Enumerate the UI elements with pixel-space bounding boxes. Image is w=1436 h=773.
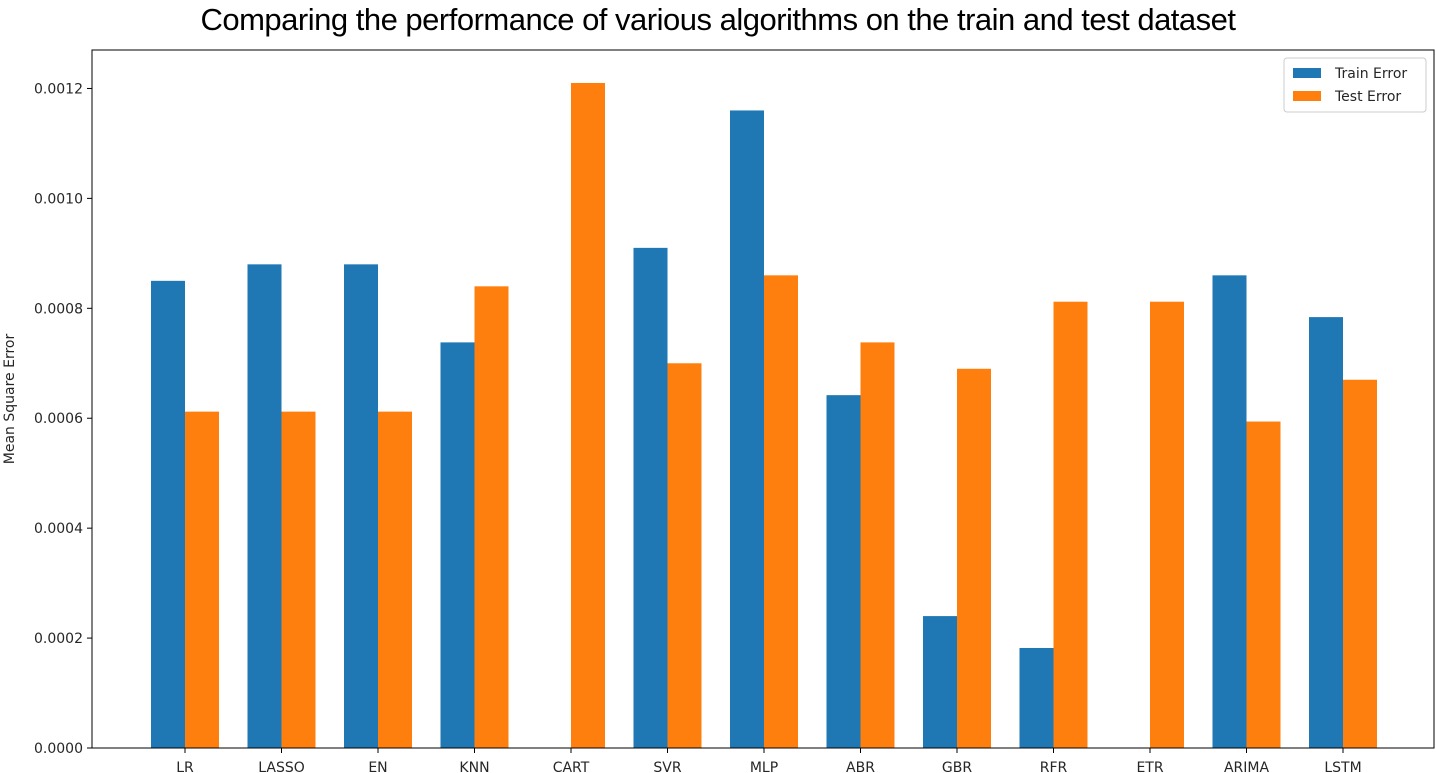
bar-test-en [378, 411, 412, 748]
bar-test-etr [1150, 301, 1184, 748]
bar-train-lstm [1309, 317, 1343, 748]
y-tick-label: 0.0008 [34, 301, 83, 317]
x-tick-label: LASSO [258, 760, 305, 773]
legend-label-test: Test Error [1334, 89, 1401, 105]
x-tick-label: LSTM [1324, 760, 1361, 773]
y-tick-label: 0.0000 [34, 741, 83, 757]
bar-train-lasso [247, 264, 282, 748]
bar-train-knn [440, 342, 475, 748]
bar-test-lr [185, 411, 219, 748]
x-tick-label: GBR [942, 760, 972, 773]
bars-layer [151, 82, 1377, 749]
bar-test-svr [667, 363, 702, 748]
bar-train-arima [1212, 275, 1247, 748]
x-tick-label: SVR [653, 760, 681, 773]
y-tick-label: 0.0004 [34, 521, 83, 537]
y-tick-label: 0.0002 [34, 631, 83, 647]
plot-frame [91, 49, 1435, 749]
y-tick-label: 0.0012 [34, 81, 83, 97]
x-tick-label: ARIMA [1224, 760, 1270, 773]
bar-test-knn [474, 286, 509, 748]
chart-title: Comparing the performance of various alg… [200, 2, 1236, 37]
bar-train-gbr [923, 616, 957, 748]
x-tick-label: ETR [1136, 760, 1163, 773]
legend-label-train: Train Error [1334, 66, 1407, 82]
bar-test-gbr [957, 368, 991, 748]
x-tick-label: RFR [1040, 760, 1068, 773]
legend-swatch-train [1293, 68, 1321, 78]
x-tick-label: CART [553, 760, 590, 773]
bar-test-lstm [1343, 379, 1377, 748]
bar-train-en [344, 264, 378, 748]
y-tick-label: 0.0010 [34, 191, 83, 207]
bar-test-arima [1246, 421, 1281, 748]
y-axis-label: Mean Square Error [2, 334, 18, 465]
x-tick-label: MLP [750, 760, 778, 773]
bar-train-svr [633, 247, 668, 748]
y-axis-ticks: 0.0000 0.0002 0.0004 0.0006 0.0008 0.0010 0.00… [34, 81, 92, 757]
x-tick-label: ABR [846, 760, 875, 773]
bar-test-cart [571, 82, 605, 748]
legend-swatch-test [1293, 91, 1321, 101]
x-tick-label: EN [368, 760, 387, 773]
bar-test-lasso [281, 411, 316, 748]
bar-train-rfr [1019, 647, 1054, 748]
legend: Train Error Test Error [1283, 57, 1427, 113]
y-tick-label: 0.0006 [34, 411, 83, 427]
x-axis-ticks: LR LASSO EN KNN CART SVR MLP ABR GBR RFR ETR ARIMA L… [176, 748, 1362, 773]
x-tick-label: KNN [459, 760, 489, 773]
bar-test-rfr [1053, 301, 1088, 748]
bar-test-mlp [764, 275, 798, 748]
bar-train-abr [826, 395, 861, 748]
bar-train-lr [151, 280, 185, 748]
x-tick-label: LR [176, 760, 194, 773]
bar-test-abr [860, 342, 895, 748]
bar-train-mlp [730, 110, 764, 749]
